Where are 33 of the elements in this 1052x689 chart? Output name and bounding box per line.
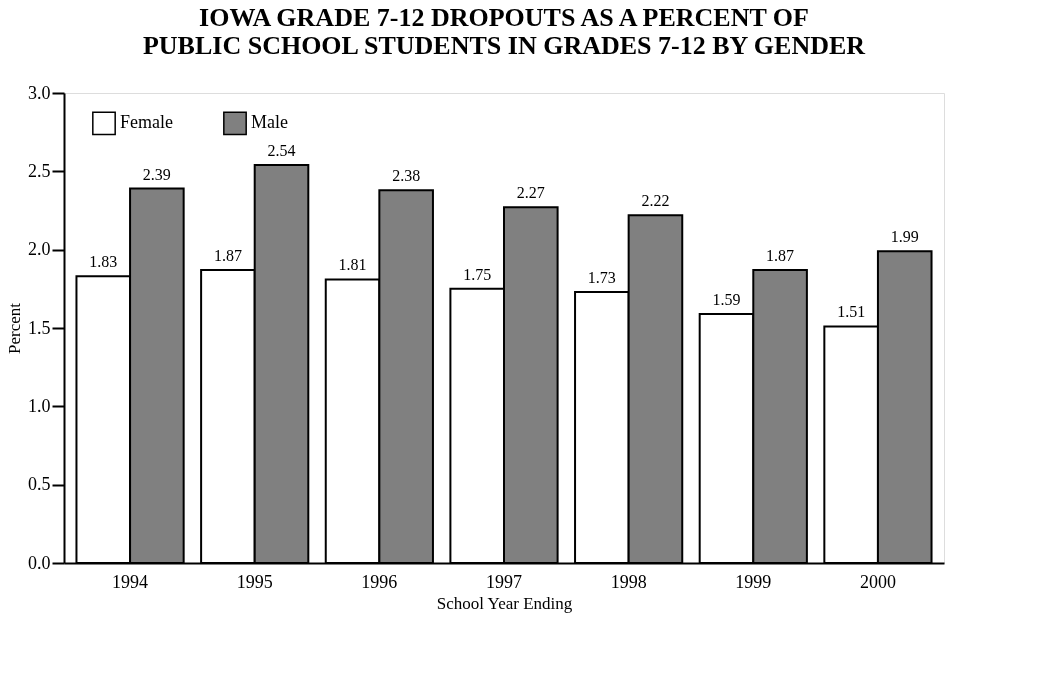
data-label: 1.83 — [89, 253, 118, 271]
x-tick-label: 1999 — [735, 571, 772, 592]
x-tick-label: 1998 — [610, 571, 647, 592]
data-label: 1.51 — [837, 303, 866, 321]
data-label: 2.22 — [641, 192, 670, 210]
y-tick-label: 0.5 — [28, 474, 51, 495]
data-label: 2.38 — [392, 167, 421, 185]
x-tick-label: 1997 — [486, 571, 522, 592]
data-label: 1.59 — [712, 290, 741, 308]
data-label: 1.75 — [463, 265, 492, 283]
y-tick-label: 2.5 — [28, 160, 51, 181]
x-tick-label: 2000 — [859, 571, 896, 592]
y-tick-label: 3.0 — [28, 82, 51, 103]
data-label: 2.27 — [516, 184, 545, 202]
data-label: 1.99 — [890, 228, 919, 246]
data-label: 1.73 — [587, 268, 616, 286]
y-tick-label: 0.0 — [28, 552, 51, 573]
data-label: 1.87 — [213, 247, 242, 265]
y-tick-label: 1.0 — [28, 395, 51, 416]
legend-label: Male — [251, 112, 288, 133]
y-tick-label: 1.5 — [28, 317, 51, 338]
data-label: 1.81 — [338, 256, 367, 274]
chart-title: IOWA GRADE 7-12 DROPOUTS AS A PERCENT OF PUBLIC SCHOOL STUDENTS IN GRADES 7-12 BY GENDER — [142, 3, 866, 60]
legend-label: Female — [120, 112, 173, 133]
data-label: 2.54 — [267, 142, 296, 160]
x-axis-title: School Year Ending — [436, 593, 573, 613]
y-tick-label: 2.0 — [28, 239, 51, 260]
x-tick-label: 1996 — [361, 571, 398, 592]
data-label: 1.87 — [766, 247, 795, 265]
x-tick-label: 1994 — [112, 571, 149, 592]
x-tick-label: 1995 — [236, 571, 273, 592]
data-label: 2.39 — [142, 165, 171, 183]
y-axis-title: Percent — [5, 302, 24, 354]
